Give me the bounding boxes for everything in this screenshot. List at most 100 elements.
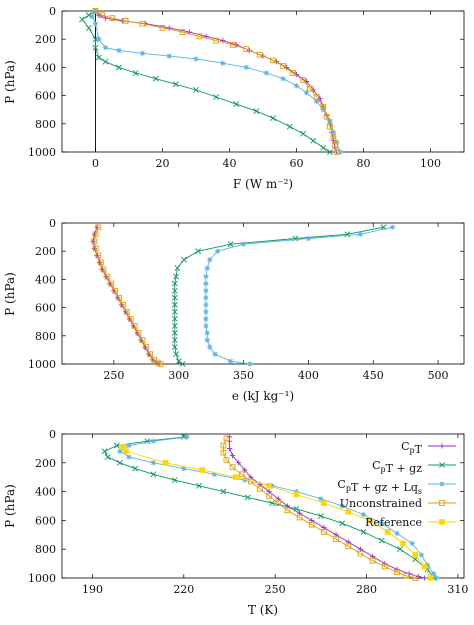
data-point xyxy=(433,575,440,581)
data-point xyxy=(92,21,99,27)
chart-panel-1: 0 200 400 600 800 1000 0 20 40 60 80 100 F (W m⁻²) P … xyxy=(3,5,465,191)
data-point xyxy=(171,308,178,315)
data-point xyxy=(269,500,276,507)
data-point xyxy=(296,514,303,521)
data-point xyxy=(174,265,181,272)
data-point xyxy=(317,513,324,519)
data-point xyxy=(240,241,247,247)
data-point xyxy=(243,64,249,70)
data-point xyxy=(344,231,351,238)
x-tick-label: 500 xyxy=(428,369,449,382)
data-point xyxy=(159,25,166,31)
data-point xyxy=(171,315,178,322)
data-point xyxy=(327,118,333,124)
legend-label: CpT + gz xyxy=(372,459,422,475)
data-point xyxy=(330,129,336,135)
data-point xyxy=(223,457,230,463)
data-point xyxy=(203,302,209,308)
x-tick-label: 40 xyxy=(223,157,237,170)
data-point xyxy=(157,361,164,367)
data-point xyxy=(310,137,317,144)
y-tick-label: 0 xyxy=(49,5,56,18)
data-point xyxy=(345,543,352,550)
data-point xyxy=(320,104,327,110)
data-point xyxy=(321,529,327,535)
data-point xyxy=(381,563,388,570)
data-point xyxy=(403,572,409,579)
data-point xyxy=(220,442,227,449)
data-point xyxy=(92,245,99,252)
data-point xyxy=(397,546,403,553)
y-axis-label: P (hPa) xyxy=(3,272,17,316)
data-point xyxy=(171,323,178,329)
y-tick-label: 200 xyxy=(35,245,56,258)
data-point xyxy=(94,224,100,230)
series-cpt_gz_lq xyxy=(117,434,440,581)
y-axis-label: P (hPa) xyxy=(3,484,17,528)
data-point xyxy=(116,459,123,466)
legend-item: Reference xyxy=(365,516,456,529)
data-point xyxy=(139,50,145,56)
y-tick-label: 0 xyxy=(49,428,56,441)
data-point xyxy=(150,438,156,444)
x-axis-label: T (K) xyxy=(248,603,278,617)
data-point xyxy=(95,54,102,61)
x-tick-label: 310 xyxy=(447,583,468,596)
data-point xyxy=(339,503,345,509)
series-line xyxy=(93,227,161,365)
data-point xyxy=(332,142,338,148)
data-point xyxy=(269,483,275,489)
data-point xyxy=(220,488,227,495)
x-tick-label: 450 xyxy=(363,369,384,382)
data-point xyxy=(421,563,428,570)
data-point xyxy=(257,485,263,492)
y-tick-label: 200 xyxy=(35,457,56,470)
data-point xyxy=(379,520,385,526)
data-point xyxy=(333,149,340,155)
data-point xyxy=(213,37,219,44)
data-point xyxy=(173,351,180,358)
data-point xyxy=(321,500,327,506)
x-tick-label: 60 xyxy=(290,157,304,170)
x-tick-label: 0 xyxy=(92,157,99,170)
data-point xyxy=(266,493,272,499)
data-point xyxy=(323,113,330,120)
data-point xyxy=(131,323,138,329)
data-point xyxy=(102,45,109,51)
series-line xyxy=(103,436,434,579)
data-point xyxy=(179,361,186,367)
x-tick-label: 80 xyxy=(357,157,371,170)
data-point xyxy=(318,496,324,502)
data-point xyxy=(333,536,339,542)
data-point xyxy=(104,454,111,460)
data-point xyxy=(394,530,400,536)
series-line xyxy=(91,10,341,153)
data-point xyxy=(247,361,253,367)
x-axis-label: F (W m⁻²) xyxy=(233,177,293,191)
data-point xyxy=(204,330,210,336)
y-tick-label: 400 xyxy=(35,273,56,286)
data-point xyxy=(360,512,367,518)
data-point xyxy=(150,471,157,478)
data-point xyxy=(357,231,363,237)
data-point xyxy=(256,51,263,58)
data-point xyxy=(226,445,233,451)
legend-label: CpT + gz + Lqs xyxy=(337,478,422,496)
data-point xyxy=(227,358,234,364)
data-point xyxy=(117,448,123,454)
data-point xyxy=(139,337,146,343)
data-point xyxy=(123,448,129,455)
data-point xyxy=(439,519,445,525)
data-point xyxy=(116,47,122,54)
data-point xyxy=(330,133,337,140)
data-point xyxy=(327,123,333,130)
data-point xyxy=(293,489,300,495)
data-point xyxy=(122,18,129,24)
data-point xyxy=(313,94,320,100)
data-point xyxy=(270,57,276,64)
data-point xyxy=(203,295,209,301)
data-point xyxy=(280,63,286,69)
data-point xyxy=(263,70,269,76)
data-point xyxy=(147,351,154,357)
data-point xyxy=(253,108,260,115)
